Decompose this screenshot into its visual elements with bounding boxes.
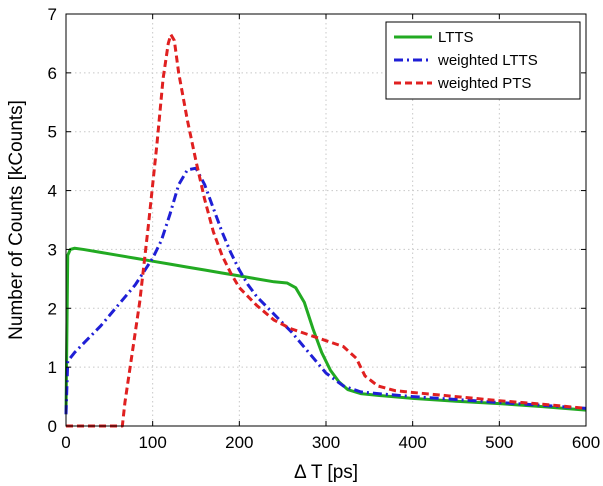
x-tick-label: 500 bbox=[485, 433, 513, 452]
y-tick-label: 7 bbox=[48, 5, 57, 24]
x-tick-label: 400 bbox=[398, 433, 426, 452]
y-tick-label: 0 bbox=[48, 417, 57, 436]
y-tick-label: 3 bbox=[48, 240, 57, 259]
tick-labels: 0 100 200 300 400 500 600 0 1 2 3 4 5 6 7 bbox=[48, 5, 601, 452]
y-tick-label: 2 bbox=[48, 299, 57, 318]
series-lines bbox=[64, 33, 587, 428]
x-tick-label: 0 bbox=[61, 433, 70, 452]
y-tick-label: 1 bbox=[48, 358, 57, 377]
y-tick-label: 6 bbox=[48, 64, 57, 83]
y-axis-label: Number of Counts [kCounts] bbox=[6, 100, 27, 340]
series-line-weighted-pts bbox=[66, 33, 587, 428]
series-line-ltts bbox=[64, 246, 587, 415]
x-tick-label: 100 bbox=[138, 433, 166, 452]
x-axis-label: Δ T [ps] bbox=[294, 462, 358, 483]
x-tick-label: 200 bbox=[225, 433, 253, 452]
legend-label-weighted-pts: weighted PTS bbox=[437, 75, 531, 92]
x-tick-label: 600 bbox=[572, 433, 600, 452]
legend: LTTS weighted LTTS weighted PTS bbox=[385, 21, 581, 100]
axes bbox=[65, 13, 587, 427]
y-tick-label: 4 bbox=[48, 182, 57, 201]
y-tick-label: 5 bbox=[48, 123, 57, 142]
legend-label-ltts: LTTS bbox=[438, 29, 474, 46]
series-line-weighted-ltts bbox=[64, 166, 587, 415]
legend-label-weighted-ltts: weighted LTTS bbox=[437, 52, 538, 69]
x-tick-label: 300 bbox=[312, 433, 340, 452]
